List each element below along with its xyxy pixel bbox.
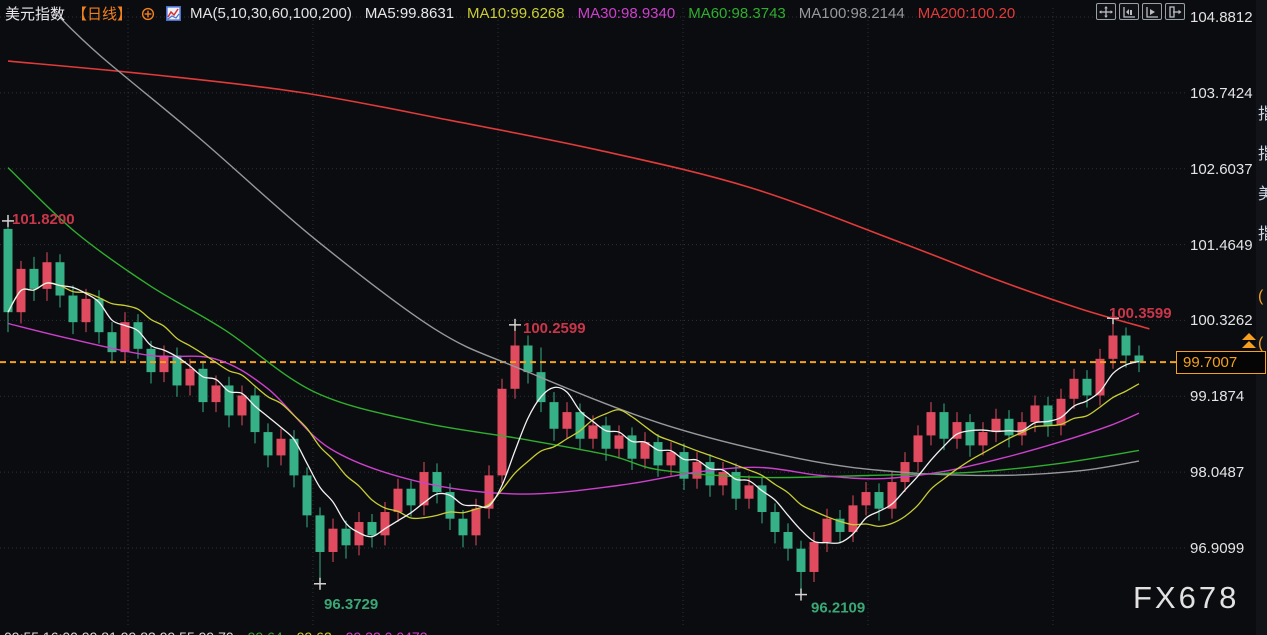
clipped-text: 指: [1258, 146, 1267, 163]
y-axis-label: 102.6037: [1190, 160, 1253, 178]
y-axis-label: 100.3262: [1190, 312, 1253, 330]
y-axis-label: 96.9099: [1190, 540, 1245, 557]
chart-toolbar: [1096, 3, 1185, 20]
clipped-subpanel-strip: 09:55 16:00 99.81 99.83 99.55 99.70 99.6…: [0, 626, 1267, 635]
watermark: FX678: [1133, 580, 1240, 615]
period-selector[interactable]: 【日线】: [72, 6, 133, 23]
pan-icon[interactable]: [1096, 3, 1116, 20]
y-axis-label: 98.0487: [1190, 464, 1245, 482]
y-axis-label: 103.7424: [1190, 84, 1253, 102]
range-play-icon[interactable]: [1142, 3, 1162, 20]
chart-line-icon[interactable]: [166, 6, 182, 21]
clipped-text: 99.32 0.0473: [346, 629, 428, 635]
clipped-side-panel: 指 指 美 指 ( (: [1256, 0, 1267, 635]
target-icon[interactable]: [141, 7, 155, 21]
svg-text:96.2109: 96.2109: [811, 600, 865, 617]
y-axis-label: 99.1874: [1190, 388, 1245, 406]
ma10-value: MA10:99.6268: [467, 5, 565, 22]
ma200-value: MA200:100.20: [917, 5, 1016, 22]
clipped-text: (: [1258, 335, 1264, 352]
ma100-value: MA100:98.2144: [798, 5, 905, 22]
svg-text:96.3729: 96.3729: [324, 596, 378, 613]
svg-text:101.8200: 101.8200: [12, 211, 75, 228]
clipped-text: (: [1258, 288, 1264, 305]
range-left-icon[interactable]: [1119, 3, 1139, 20]
svg-text:100.2599: 100.2599: [523, 320, 586, 337]
clipped-text: 99.62: [297, 629, 332, 635]
y-axis-label: 101.4649: [1190, 236, 1253, 254]
clipped-text: 99.64: [248, 629, 283, 635]
clipped-text: 指: [1258, 106, 1267, 123]
last-price-tag: 99.7007: [1176, 351, 1266, 374]
scroll-up-indicator-icon[interactable]: [1242, 333, 1256, 349]
chart-legend: 美元指数 【日线】 MA(5,10,30,60,100,200) MA5:99.…: [5, 3, 1015, 24]
ma-group-label: MA(5,10,30,60,100,200): [190, 5, 352, 22]
exit-icon[interactable]: [1165, 3, 1185, 20]
clipped-text: 指: [1258, 226, 1267, 243]
clipped-text: 美: [1258, 186, 1267, 203]
clipped-text: 09:55 16:00 99.81 99.83 99.55 99.70: [4, 629, 234, 635]
ma30-value: MA30:98.9340: [577, 5, 676, 22]
ma60-value: MA60:98.3743: [688, 5, 786, 22]
symbol-title: 美元指数: [5, 6, 66, 23]
y-axis-label: 104.8812: [1190, 9, 1253, 26]
svg-text:100.3599: 100.3599: [1109, 305, 1172, 322]
ma5-value: MA5:99.8631: [364, 5, 455, 22]
